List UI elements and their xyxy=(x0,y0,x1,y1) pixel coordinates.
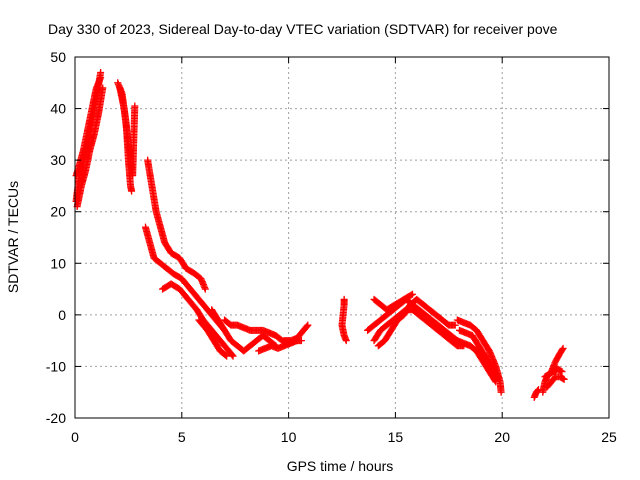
x-tick-label: 5 xyxy=(178,429,186,445)
series-arc-v xyxy=(530,386,543,401)
series-arc-t xyxy=(455,326,502,381)
series-arc-i xyxy=(195,316,231,360)
data-point xyxy=(558,346,566,354)
series-arc-f xyxy=(144,156,209,293)
y-tick-label: -10 xyxy=(46,358,66,374)
data-point xyxy=(491,377,499,385)
data-point xyxy=(559,344,567,352)
y-tick-label: 50 xyxy=(50,49,66,65)
x-tick-label: 0 xyxy=(71,429,79,445)
y-tick-label: 20 xyxy=(50,204,66,220)
series-arc-u xyxy=(453,337,500,386)
x-axis-label: GPS time / hours xyxy=(287,458,394,474)
series-arc-n xyxy=(338,295,350,345)
y-tick-label: -20 xyxy=(46,410,66,426)
data-point xyxy=(497,388,505,396)
data-point xyxy=(229,352,237,360)
data-point xyxy=(558,368,566,376)
data-point xyxy=(303,322,311,330)
data-point xyxy=(304,321,312,329)
y-tick-label: 30 xyxy=(50,152,66,168)
grid-lines xyxy=(75,57,609,418)
data-point xyxy=(223,352,231,360)
x-tick-label: 10 xyxy=(281,429,297,445)
series-arc-y xyxy=(543,373,568,391)
y-tick-label: 0 xyxy=(58,307,66,323)
series-arc-j xyxy=(208,306,280,355)
x-tick-label: 25 xyxy=(601,429,617,445)
series-arc-r xyxy=(370,290,416,314)
data-points xyxy=(72,68,568,401)
data-point xyxy=(451,321,459,329)
x-tick-label: 15 xyxy=(388,429,404,445)
series-arc-e xyxy=(116,84,139,180)
plot-frame xyxy=(74,56,610,419)
x-tick-label: 20 xyxy=(494,429,510,445)
series-arc-s xyxy=(453,316,505,396)
data-point xyxy=(560,375,568,383)
data-point xyxy=(99,84,107,92)
series-arc-b xyxy=(72,74,105,180)
y-axis-label: SDTVAR / TECUs xyxy=(5,181,21,293)
data-point xyxy=(228,351,236,359)
data-point xyxy=(222,351,230,359)
series-arc-q xyxy=(374,295,459,350)
data-point xyxy=(492,378,500,386)
series-arc-c xyxy=(73,84,107,211)
axis-ticks: 0 5 10 15 20 25 -20 -10 0 10 20 30 40 50 xyxy=(46,49,617,445)
y-tick-label: 40 xyxy=(50,101,66,117)
chart-title: Day 330 of 2023, Sidereal Day-to-day VTE… xyxy=(48,21,558,37)
data-point xyxy=(128,187,136,195)
y-tick-label: 10 xyxy=(50,255,66,271)
data-point xyxy=(342,337,350,345)
data-point xyxy=(407,291,415,299)
series-arc-m xyxy=(280,321,312,345)
data-point xyxy=(131,102,139,110)
series-arc-x xyxy=(541,365,566,381)
data-point xyxy=(408,290,416,298)
data-point xyxy=(97,74,105,82)
data-point xyxy=(201,285,209,293)
